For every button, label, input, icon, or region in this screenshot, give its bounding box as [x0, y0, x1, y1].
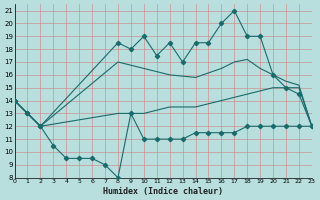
X-axis label: Humidex (Indice chaleur): Humidex (Indice chaleur)	[103, 187, 223, 196]
